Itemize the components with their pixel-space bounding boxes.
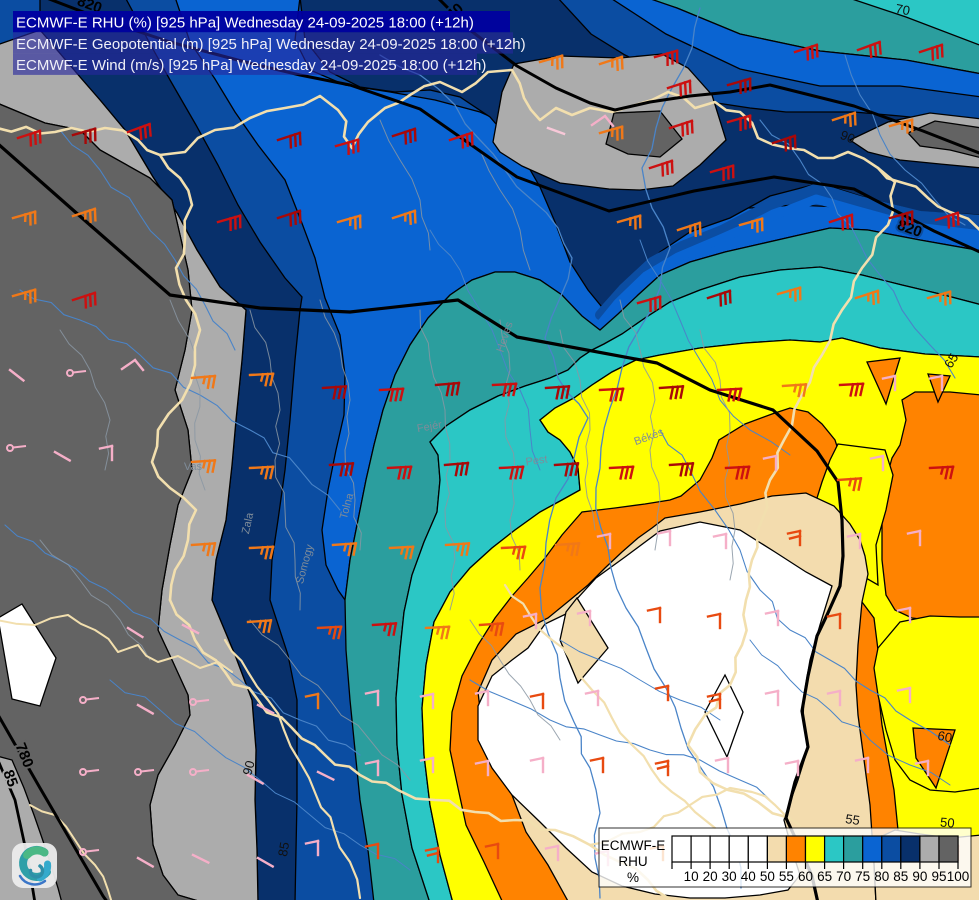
- svg-text:85: 85: [275, 841, 292, 858]
- svg-text:Vas: Vas: [184, 461, 203, 473]
- svg-text:50: 50: [940, 814, 956, 830]
- svg-text:60: 60: [936, 728, 953, 746]
- svg-text:ECMWF-E RHU (%) [925 hPa] Wedn: ECMWF-E RHU (%) [925 hPa] Wednesday 24-0…: [16, 15, 474, 32]
- svg-text:40: 40: [741, 869, 756, 884]
- svg-text:60: 60: [798, 869, 813, 884]
- svg-text:65: 65: [817, 869, 832, 884]
- svg-text:85: 85: [893, 869, 908, 884]
- svg-text:90: 90: [838, 127, 857, 146]
- svg-text:Pest: Pest: [525, 454, 548, 469]
- svg-text:ECMWF-E Geopotential (m) [925: ECMWF-E Geopotential (m) [925 hPa] Wedne…: [16, 36, 526, 53]
- svg-text:95: 95: [931, 869, 946, 884]
- svg-text:55: 55: [779, 869, 794, 884]
- svg-text:90: 90: [240, 759, 258, 777]
- svg-text:90: 90: [912, 869, 927, 884]
- svg-text:70: 70: [894, 1, 911, 18]
- svg-text:%: %: [627, 870, 639, 885]
- svg-text:30: 30: [722, 869, 737, 884]
- svg-text:Fejér: Fejér: [416, 419, 443, 435]
- svg-text:ECMWF-E: ECMWF-E: [601, 838, 666, 853]
- svg-text:100: 100: [947, 869, 970, 884]
- svg-text:80: 80: [874, 869, 889, 884]
- svg-text:10: 10: [684, 869, 699, 884]
- svg-text:Zala: Zala: [240, 511, 256, 535]
- svg-text:65: 65: [941, 351, 961, 371]
- svg-text:55: 55: [844, 811, 860, 828]
- svg-text:50: 50: [760, 869, 775, 884]
- svg-text:20: 20: [703, 869, 718, 884]
- svg-text:70: 70: [836, 869, 851, 884]
- svg-text:75: 75: [855, 869, 870, 884]
- svg-text:RHU: RHU: [618, 854, 647, 869]
- svg-text:ECMWF-E Wind (m/s) [925 hPa] W: ECMWF-E Wind (m/s) [925 hPa] Wednesday 2…: [16, 57, 486, 74]
